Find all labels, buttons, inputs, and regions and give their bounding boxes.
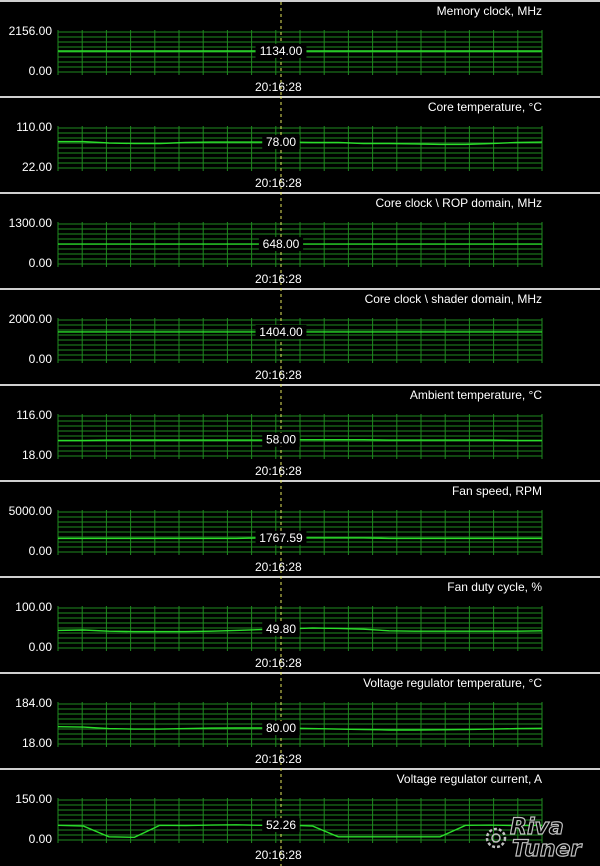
y-axis-min-label: 18.00 <box>21 736 52 750</box>
chart-plot[interactable]: 1134.00 <box>0 2 600 98</box>
chart-title: Ambient temperature, °C <box>409 388 542 402</box>
series-line <box>57 627 543 633</box>
chart-plot[interactable]: 52.26 <box>0 768 600 866</box>
current-value-label: 78.00 <box>266 135 296 149</box>
chart-plot[interactable]: 1767.59 <box>0 480 600 578</box>
chart-title: Fan duty cycle, % <box>447 580 542 594</box>
y-axis-max-label: 184.00 <box>15 696 52 710</box>
current-value-backdrop <box>255 43 307 58</box>
grid <box>57 318 543 363</box>
y-axis-max-label: 1300.00 <box>8 216 52 230</box>
current-value-label: 648.00 <box>263 237 300 251</box>
grid <box>57 702 543 747</box>
current-value-label: 80.00 <box>266 721 296 735</box>
chart-plot[interactable]: 58.00 <box>0 384 600 482</box>
current-value-backdrop <box>255 530 307 545</box>
y-axis-min-label: 0.00 <box>28 352 52 366</box>
current-value-label: 1767.59 <box>259 531 303 545</box>
y-axis-max-label: 2000.00 <box>8 312 52 326</box>
current-value-backdrop <box>255 324 307 339</box>
chart-panel: Fan duty cycle, % 100.00 0.00 49.80 20:16:28 <box>0 576 600 674</box>
chart-panel: Voltage regulator temperature, °C 184.00 1… <box>0 672 600 770</box>
current-value-label: 1134.00 <box>260 44 303 58</box>
chart-panel: Ambient temperature, °C 116.00 18.00 58.00 2… <box>0 384 600 482</box>
chart-title: Memory clock, MHz <box>436 4 542 18</box>
chart-panel: Memory clock, MHz 2156.00 0.00 1134.00 20:16… <box>0 0 600 98</box>
chart-plot[interactable]: 49.80 <box>0 576 600 674</box>
current-value-backdrop <box>262 818 300 833</box>
y-axis-max-label: 150.00 <box>15 792 52 806</box>
chart-panel: Fan speed, RPM 5000.00 0.00 1767.59 20:16:28 <box>0 480 600 578</box>
chart-panel: Core temperature, °C 110.00 22.00 78.00 20:1… <box>0 96 600 194</box>
series-line <box>58 439 542 442</box>
chart-title: Core clock \ shader domain, MHz <box>364 292 542 306</box>
cursor-time-label: 20:16:28 <box>255 368 302 382</box>
y-axis-max-label: 110.00 <box>16 120 52 134</box>
cursor-time-label: 20:16:28 <box>255 656 302 670</box>
grid <box>57 606 543 651</box>
chart-plot[interactable]: 78.00 <box>0 96 600 194</box>
chart-title: Core temperature, °C <box>427 100 542 114</box>
y-axis-min-label: 0.00 <box>28 640 52 654</box>
chart-title: Core clock \ ROP domain, MHz <box>375 196 543 210</box>
current-value-backdrop <box>262 432 300 447</box>
chart-title: Voltage regulator current, A <box>396 772 542 786</box>
chart-title: Fan speed, RPM <box>451 484 542 498</box>
logo-text-line1: Riva <box>510 815 564 840</box>
y-axis-min-label: 22.00 <box>21 160 52 174</box>
current-value-label: 52.26 <box>266 818 296 832</box>
gear-icon <box>485 827 507 849</box>
y-axis-min-label: 0.00 <box>28 64 52 78</box>
y-axis-max-label: 100.00 <box>15 600 52 614</box>
logo-text-line2: Tuner <box>512 837 582 862</box>
y-axis-max-label: 2156.00 <box>8 24 52 38</box>
current-value-label: 1404.00 <box>259 325 303 339</box>
chart-panel: Voltage regulator current, A 150.00 0.00 52… <box>0 768 600 866</box>
cursor-time-label: 20:16:28 <box>255 272 302 286</box>
chart-plot[interactable]: 1404.00 <box>0 288 600 386</box>
current-value-label: 58.00 <box>266 433 296 447</box>
series-line <box>57 726 543 731</box>
current-value-backdrop <box>262 135 300 150</box>
cursor-time-label: 20:16:28 <box>255 176 302 190</box>
chart-plot[interactable]: 648.00 <box>0 192 600 290</box>
current-value-backdrop <box>262 721 300 736</box>
y-axis-max-label: 116.00 <box>16 408 52 422</box>
series-line <box>57 824 543 839</box>
grid <box>57 798 543 843</box>
grid <box>57 126 543 171</box>
chart-plot[interactable]: 80.00 <box>0 672 600 770</box>
cursor-time-label: 20:16:28 <box>255 464 302 478</box>
current-value-label: 49.80 <box>266 622 296 636</box>
current-value-backdrop <box>262 621 300 636</box>
chart-panel: Core clock \ shader domain, MHz 2000.00 0.… <box>0 288 600 386</box>
cursor-time-label: 20:16:28 <box>255 848 302 862</box>
chart-title: Voltage regulator temperature, °C <box>363 676 542 690</box>
y-axis-min-label: 0.00 <box>28 832 52 846</box>
y-axis-min-label: 0.00 <box>28 544 52 558</box>
current-value-backdrop <box>258 237 304 252</box>
grid <box>57 414 543 459</box>
y-axis-min-label: 18.00 <box>21 448 52 462</box>
rivatuner-logo: Riva Tuner <box>485 814 583 862</box>
cursor-time-label: 20:16:28 <box>255 752 302 766</box>
cursor-time-label: 20:16:28 <box>255 80 302 94</box>
cursor-time-label: 20:16:28 <box>255 560 302 574</box>
y-axis-max-label: 5000.00 <box>8 504 52 518</box>
y-axis-min-label: 0.00 <box>28 256 52 270</box>
series-line <box>58 140 543 146</box>
chart-panel: Core clock \ ROP domain, MHz 1300.00 0.00 6… <box>0 192 600 290</box>
